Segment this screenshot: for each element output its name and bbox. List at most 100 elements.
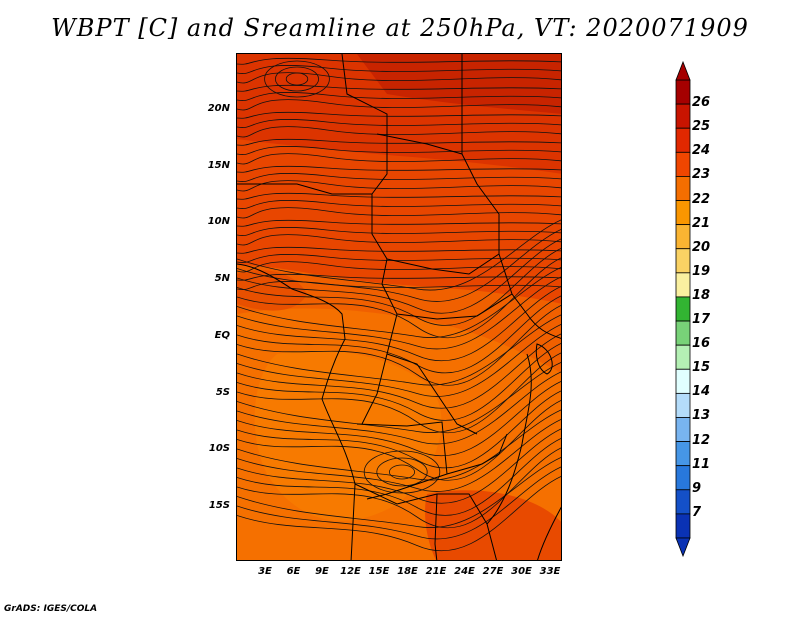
colorbar-segment bbox=[675, 224, 691, 250]
colorbar-segment bbox=[675, 248, 691, 274]
streamline bbox=[237, 92, 561, 101]
streamline bbox=[237, 207, 561, 219]
colorbar-level-label: 13 bbox=[692, 408, 711, 424]
streamline bbox=[237, 72, 561, 84]
streamline bbox=[237, 362, 561, 434]
colorbar-level-label: 12 bbox=[692, 432, 711, 448]
lon-tick-label: 24E bbox=[454, 566, 475, 577]
streamline bbox=[237, 409, 561, 481]
map-field bbox=[237, 54, 561, 560]
lon-tick-label: 30E bbox=[511, 566, 532, 577]
colorbar-level-label: 15 bbox=[692, 360, 711, 376]
streamline bbox=[237, 65, 561, 74]
chart-title: WBPT [C] and Sreamline at 250hPa, VT: 20… bbox=[51, 14, 749, 42]
streamline bbox=[237, 238, 561, 314]
colorbar-level-label: 7 bbox=[692, 504, 702, 520]
streamline bbox=[237, 476, 561, 552]
lon-tick-label: 6E bbox=[286, 566, 301, 577]
streamline bbox=[237, 273, 561, 281]
colorbar-level-label: 24 bbox=[692, 143, 711, 159]
streamline bbox=[237, 219, 561, 291]
colorbar-segment bbox=[675, 103, 691, 129]
lat-tick-label: 10S bbox=[208, 443, 230, 455]
colorbar-level-label: 11 bbox=[692, 456, 711, 472]
warm-zone-southeast bbox=[425, 490, 561, 560]
colorbar-level-label: 18 bbox=[692, 287, 711, 303]
streamline bbox=[237, 111, 561, 119]
lat-tick-label: 5N bbox=[214, 273, 230, 285]
colorbar-segment bbox=[675, 127, 691, 153]
lat-tick-label: 15S bbox=[208, 499, 230, 511]
streamline bbox=[237, 180, 561, 192]
streamline bbox=[237, 295, 561, 374]
colorbar-segment bbox=[675, 368, 691, 394]
streamline bbox=[237, 192, 561, 200]
cool-zone-core bbox=[254, 350, 442, 521]
eddy-streamline bbox=[376, 457, 428, 487]
colorbar-segment bbox=[675, 465, 691, 491]
streamline bbox=[237, 276, 561, 350]
lat-tick-label: 15N bbox=[207, 159, 230, 171]
colorbar-level-label: 16 bbox=[692, 336, 711, 352]
lat-tick-label: 5S bbox=[215, 386, 230, 398]
streamline bbox=[237, 428, 561, 504]
colorbar-level-label: 19 bbox=[692, 263, 711, 279]
colorbar-segment bbox=[675, 441, 691, 467]
streamline bbox=[237, 466, 561, 540]
colorbar-level-label: 14 bbox=[692, 384, 711, 400]
streamline bbox=[237, 227, 561, 236]
map-panel bbox=[236, 53, 562, 561]
streamline bbox=[237, 57, 561, 65]
colorbar-segment bbox=[675, 272, 691, 298]
streamline bbox=[237, 267, 561, 339]
eddy-streamline bbox=[285, 72, 309, 86]
eddy-streamline bbox=[275, 66, 320, 92]
colorbar-level-label: 22 bbox=[692, 191, 711, 207]
colorbar-segment bbox=[675, 320, 691, 346]
colorbar-segment bbox=[675, 176, 691, 201]
colorbar-level-label: 17 bbox=[692, 312, 711, 328]
lat-tick-label: 20N bbox=[207, 103, 230, 114]
eddy-streamline bbox=[388, 464, 415, 480]
lon-tick-label: 15E bbox=[368, 566, 390, 577]
streamline bbox=[237, 234, 561, 246]
colorbar-min-arrow bbox=[675, 537, 691, 558]
streamline bbox=[237, 119, 561, 128]
lon-tick-label: 18E bbox=[397, 566, 418, 577]
streamline bbox=[237, 324, 561, 397]
colorbar-segment bbox=[675, 200, 691, 226]
colorbar bbox=[675, 60, 691, 558]
streamline bbox=[237, 229, 561, 302]
streamline bbox=[237, 457, 561, 529]
streamline bbox=[237, 261, 561, 273]
streamline bbox=[237, 126, 561, 138]
lon-tick-label: 27E bbox=[482, 566, 504, 577]
eddy-streamline bbox=[264, 60, 330, 98]
colorbar-max-arrow bbox=[675, 60, 691, 81]
colorbar-segment bbox=[675, 513, 691, 539]
streamline bbox=[237, 246, 561, 254]
streamline bbox=[237, 333, 561, 409]
streamline bbox=[237, 99, 561, 111]
streamline bbox=[237, 200, 561, 209]
lon-tick-label: 33E bbox=[539, 566, 561, 577]
streamlines bbox=[237, 57, 561, 552]
streamline bbox=[237, 286, 561, 362]
streamline bbox=[237, 146, 561, 155]
colorbar-level-label: 21 bbox=[692, 215, 711, 231]
colorbar-segment bbox=[675, 296, 691, 322]
colorbar-level-label: 25 bbox=[692, 119, 711, 135]
streamline bbox=[237, 138, 561, 146]
streamline bbox=[237, 371, 561, 445]
streamline bbox=[237, 390, 561, 469]
warmest-zone bbox=[357, 54, 561, 114]
lon-tick-label: 3E bbox=[258, 566, 272, 577]
streamline bbox=[237, 165, 561, 173]
lon-tick-label: 12E bbox=[340, 566, 361, 577]
colorbar-level-label: 26 bbox=[692, 95, 711, 111]
lat-tick-label: 10N bbox=[207, 216, 230, 228]
colorbar-segment bbox=[675, 417, 691, 442]
streamline bbox=[237, 248, 561, 326]
streamline bbox=[237, 257, 561, 339]
streamline bbox=[237, 447, 561, 529]
